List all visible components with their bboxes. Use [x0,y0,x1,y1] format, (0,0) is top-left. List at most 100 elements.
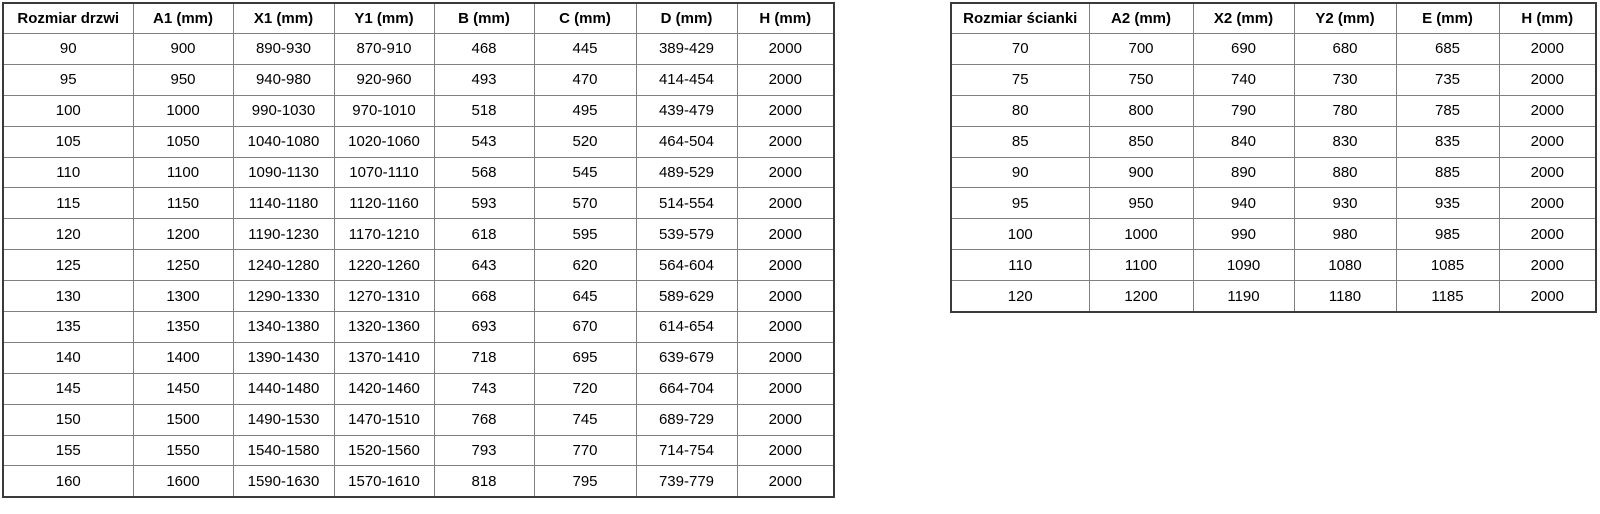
table-cell: 1220-1260 [333,249,435,282]
table-cell: 150 [2,403,134,436]
table-cell: 130 [2,280,134,313]
doors-table-body: 90 900 890-930 870-910 468 445 389-429 2000 95 95… [2,33,835,498]
table-cell: 80 [950,94,1090,127]
table-cell: 745 [533,403,637,436]
table-cell: 1450 [132,372,234,405]
table-cell: 470 [533,63,637,96]
table-cell: 2000 [736,187,835,220]
table-cell: 2000 [736,280,835,313]
table-cell: 730 [1293,63,1397,96]
table-cell: 795 [533,465,637,498]
table-cell: 1370-1410 [333,341,435,374]
table-cell: 2000 [1498,187,1597,220]
table-cell: 618 [433,218,535,251]
table-cell: 2000 [736,125,835,158]
table-row: 115 1150 1140-1180 1120-1160 593 570 514-554 20… [2,187,835,220]
table-cell: 140 [2,341,134,374]
table-row: 135 1350 1340-1380 1320-1360 693 670 614-654 20… [2,311,835,343]
table-cell: 2000 [736,156,835,189]
table-cell: 885 [1395,156,1500,189]
table-cell: 1240-1280 [232,249,335,282]
table-row: 85 850 840 830 835 2000 [950,125,1597,158]
table-cell: 414-454 [635,63,738,96]
table-cell: 2000 [736,94,835,127]
table-row: 75 750 740 730 735 2000 [950,63,1597,96]
table-row: 100 1000 990-1030 970-1010 518 495 439-479 2000 [2,94,835,127]
table-cell: 940 [1192,187,1295,220]
table-cell: 495 [533,94,637,127]
table-row: 155 1550 1540-1580 1520-1560 793 770 714-754 20… [2,434,835,467]
table-cell: 120 [950,280,1090,313]
table-cell: 970-1010 [333,94,435,127]
table-cell: 595 [533,218,637,251]
table-cell: 514-554 [635,187,738,220]
table-cell: 95 [2,63,134,96]
table-cell: 664-704 [635,372,738,405]
table-cell: 468 [433,33,535,65]
table-cell: 1570-1610 [333,465,435,498]
table-cell: 2000 [736,63,835,96]
table-cell: 568 [433,156,535,189]
table-cell: 2000 [736,218,835,251]
table-cell: 920-960 [333,63,435,96]
table-cell: 105 [2,125,134,158]
table-cell: 1540-1580 [232,434,335,467]
table-row: 100 1000 990 980 985 2000 [950,218,1597,251]
table-cell: 739-779 [635,465,738,498]
table-cell: 1050 [132,125,234,158]
table-cell: 2000 [1498,125,1597,158]
table-row: 110 1100 1090-1130 1070-1110 568 545 489-529 20… [2,156,835,189]
header-cell: H (mm) [1498,2,1597,34]
table-cell: 1020-1060 [333,125,435,158]
table-row: 110 1100 1090 1080 1085 2000 [950,249,1597,282]
table-cell: 785 [1395,94,1500,127]
table-cell: 1080 [1293,249,1397,282]
table-cell: 95 [950,187,1090,220]
table-cell: 768 [433,403,535,436]
table-cell: 1185 [1395,280,1500,313]
table-cell: 593 [433,187,535,220]
table-cell: 1100 [1088,249,1194,282]
header-cell: D (mm) [635,2,738,34]
table-cell: 614-654 [635,311,738,343]
table-cell: 1590-1630 [232,465,335,498]
table-cell: 780 [1293,94,1397,127]
header-cell: A1 (mm) [132,2,234,34]
header-cell: H (mm) [736,2,835,34]
table-cell: 950 [1088,187,1194,220]
table-row: 120 1200 1190 1180 1185 2000 [950,280,1597,313]
table-cell: 1390-1430 [232,341,335,374]
table-cell: 890-930 [232,33,335,65]
table-cell: 125 [2,249,134,282]
table-cell: 1120-1160 [333,187,435,220]
table-cell: 985 [1395,218,1500,251]
table-row: 130 1300 1290-1330 1270-1310 668 645 589-629 20… [2,280,835,313]
table-cell: 940-980 [232,63,335,96]
table-cell: 589-629 [635,280,738,313]
table-cell: 1550 [132,434,234,467]
table-cell: 2000 [736,465,835,498]
table-cell: 489-529 [635,156,738,189]
table-cell: 445 [533,33,637,65]
table-row: 95 950 940 930 935 2000 [950,187,1597,220]
table-cell: 115 [2,187,134,220]
table-cell: 645 [533,280,637,313]
table-cell: 870-910 [333,33,435,65]
table-cell: 2000 [736,311,835,343]
table-cell: 930 [1293,187,1397,220]
table-cell: 1250 [132,249,234,282]
table-cell: 2000 [1498,94,1597,127]
table-cell: 2000 [736,249,835,282]
table-cell: 680 [1293,33,1397,65]
table-cell: 1170-1210 [333,218,435,251]
header-cell: Rozmiar ścianki [950,2,1090,34]
table-cell: 2000 [736,434,835,467]
table-row: 145 1450 1440-1480 1420-1460 743 720 664-704 20… [2,372,835,405]
table-row: 105 1050 1040-1080 1020-1060 543 520 464-504 20… [2,125,835,158]
table-cell: 770 [533,434,637,467]
table-row: 90 900 890 880 885 2000 [950,156,1597,189]
table-cell: 1150 [132,187,234,220]
doors-table-header: Rozmiar drzwi A1 (mm) X1 (mm) Y1 (mm) B (mm)… [2,2,835,34]
table-cell: 980 [1293,218,1397,251]
